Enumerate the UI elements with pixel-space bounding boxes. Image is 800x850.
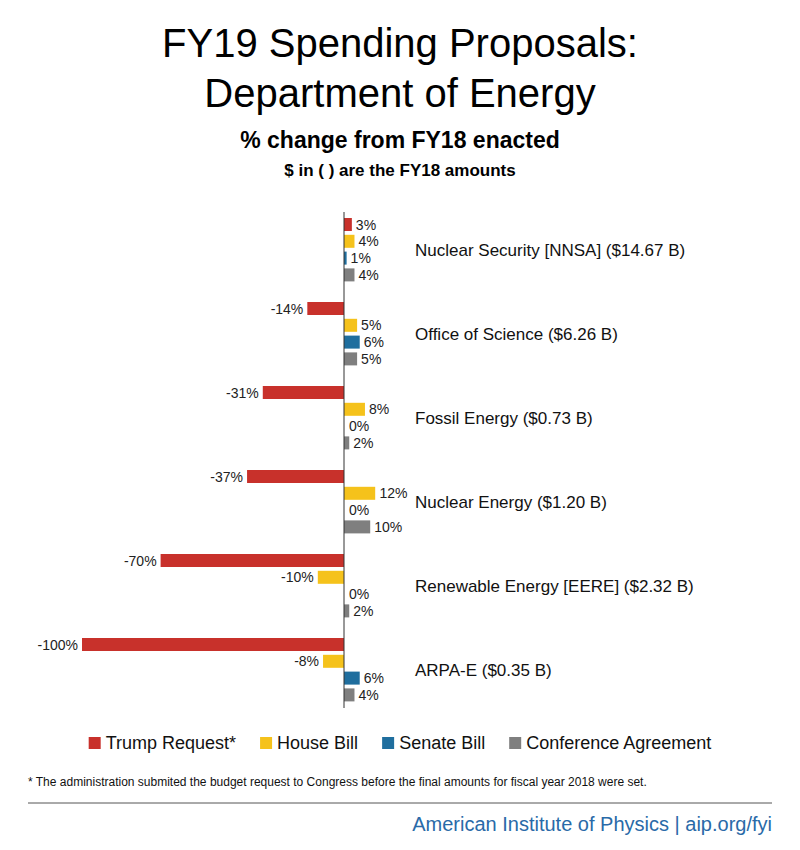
data-label: 5% bbox=[361, 317, 381, 333]
bar bbox=[344, 336, 360, 349]
legend-label: Senate Bill bbox=[399, 733, 485, 753]
category-label: Nuclear Energy ($1.20 B) bbox=[415, 493, 607, 512]
bar bbox=[161, 554, 344, 567]
data-label: 2% bbox=[353, 435, 373, 451]
bar bbox=[344, 604, 349, 617]
legend-swatch bbox=[89, 737, 101, 749]
data-label: 5% bbox=[361, 351, 381, 367]
bar bbox=[323, 655, 344, 668]
data-label: 10% bbox=[374, 519, 402, 535]
chart: % change from FY18 enacted $ in ( ) are t… bbox=[0, 0, 800, 850]
data-label: 8% bbox=[369, 401, 389, 417]
bar bbox=[344, 218, 352, 231]
bar bbox=[344, 319, 357, 332]
category-label: ARPA-E ($0.35 B) bbox=[415, 661, 552, 680]
bar bbox=[344, 487, 375, 500]
title: FY19 Spending Proposals: Department of E… bbox=[100, 18, 700, 118]
bar bbox=[344, 436, 349, 449]
data-label: 2% bbox=[353, 603, 373, 619]
legend-swatch bbox=[382, 737, 394, 749]
data-label: -10% bbox=[281, 569, 314, 585]
data-label: 12% bbox=[379, 485, 407, 501]
data-label: 1% bbox=[351, 250, 371, 266]
legend: Trump Request* House Bill Senate Bill Confe… bbox=[89, 733, 712, 753]
data-label: -70% bbox=[124, 553, 157, 569]
legend-label: House Bill bbox=[277, 733, 358, 753]
data-label: 6% bbox=[364, 334, 384, 350]
bar bbox=[344, 672, 360, 685]
bar bbox=[344, 235, 354, 248]
bars bbox=[82, 218, 375, 701]
note: $ in ( ) are the FY18 amounts bbox=[284, 161, 515, 180]
data-label: 4% bbox=[358, 687, 378, 703]
bar bbox=[344, 352, 357, 365]
bar bbox=[344, 268, 354, 281]
bar bbox=[344, 403, 365, 416]
data-label: -31% bbox=[226, 385, 259, 401]
category-label: Fossil Energy ($0.73 B) bbox=[415, 409, 593, 428]
bar bbox=[247, 470, 344, 483]
data-label: -14% bbox=[271, 301, 304, 317]
source: American Institute of Physics | aip.org/… bbox=[412, 813, 772, 835]
legend-label: Trump Request* bbox=[106, 733, 236, 753]
data-label: 6% bbox=[364, 670, 384, 686]
data-label: -100% bbox=[38, 637, 78, 653]
category-label: Renewable Energy [EERE] ($2.32 B) bbox=[415, 577, 694, 596]
legend-swatch bbox=[509, 737, 521, 749]
bar bbox=[82, 638, 344, 651]
bar bbox=[344, 520, 370, 533]
data-label: 4% bbox=[358, 233, 378, 249]
separator bbox=[28, 803, 772, 804]
category-label: Office of Science ($6.26 B) bbox=[415, 325, 618, 344]
bar bbox=[344, 688, 354, 701]
data-label: 4% bbox=[358, 267, 378, 283]
footnote: * The administration submited the budget… bbox=[28, 775, 647, 789]
bar bbox=[307, 302, 344, 315]
data-label: 0% bbox=[349, 502, 369, 518]
subtitle: % change from FY18 enacted bbox=[240, 127, 560, 153]
data-label: 3% bbox=[356, 217, 376, 233]
category-label: Nuclear Security [NNSA] ($14.67 B) bbox=[415, 241, 685, 260]
zero-axis bbox=[344, 212, 345, 708]
data-labels: 3%4%1%4%-14%5%6%5%-31%8%0%2%-37%12%0%10%… bbox=[38, 217, 408, 703]
data-label: -8% bbox=[294, 653, 319, 669]
data-label: 0% bbox=[349, 586, 369, 602]
data-label: 0% bbox=[349, 418, 369, 434]
legend-label: Conference Agreement bbox=[526, 733, 711, 753]
bar bbox=[318, 571, 344, 584]
bar bbox=[263, 386, 344, 399]
legend-swatch bbox=[260, 737, 272, 749]
data-label: -37% bbox=[210, 469, 243, 485]
